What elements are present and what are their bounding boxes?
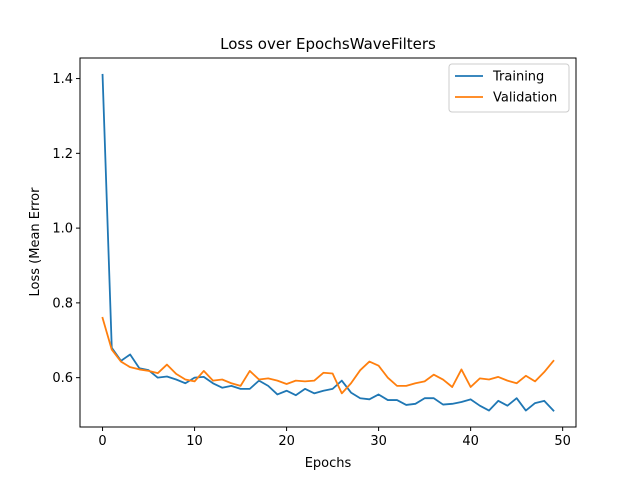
x-axis-label: Epochs [305,456,352,471]
x-tick-label: 50 [554,434,571,449]
chart-title: Loss over EpochsWaveFilters [220,35,436,53]
axes: 0 10 20 30 40 50 0.6 0.8 1.0 1.2 1.4 [52,72,571,449]
y-tick-label: 0.8 [52,296,73,311]
legend-label-training: Training [492,70,544,85]
axes-frame [79,57,577,428]
y-tick-label: 1.4 [52,72,73,87]
y-tick-label: 0.6 [52,371,73,386]
x-tick-label: 10 [186,434,203,449]
x-tick-label: 20 [278,434,295,449]
x-tick-label: 30 [370,434,387,449]
y-tick-label: 1.2 [52,147,73,162]
y-axis-label: Loss (Mean Error [28,187,43,297]
x-tick-label: 40 [462,434,479,449]
y-tick-label: 1.0 [52,222,73,237]
x-tick-label: 0 [98,434,106,449]
plot-area [101,73,555,412]
legend: Training Validation [448,63,570,113]
legend-label-validation: Validation [493,91,557,106]
series-line-training [101,73,555,412]
series-line-validation [101,316,555,395]
